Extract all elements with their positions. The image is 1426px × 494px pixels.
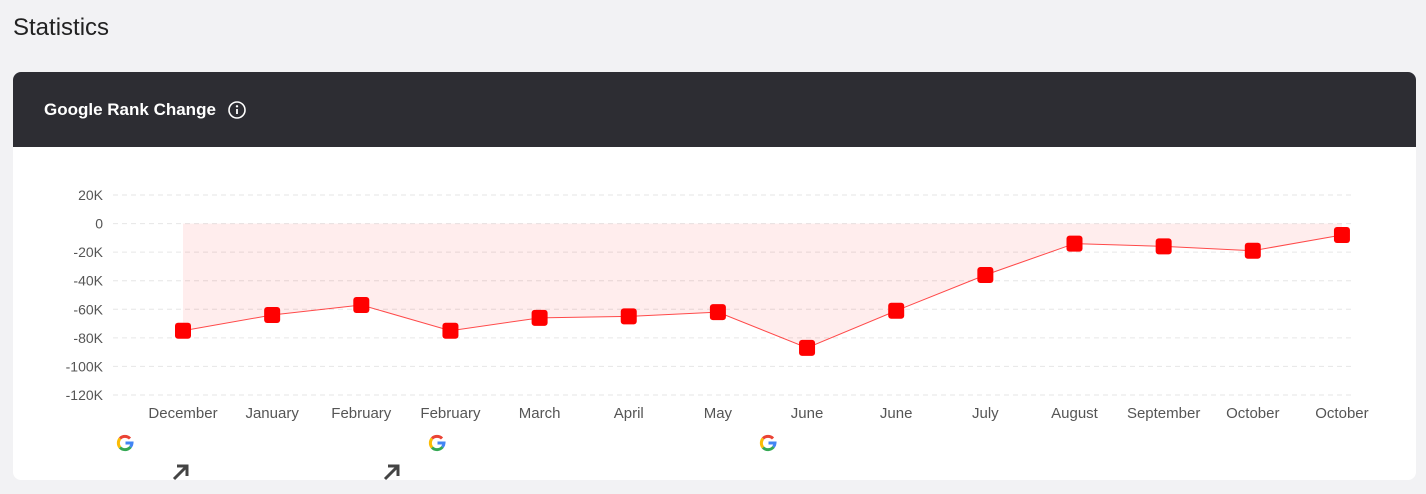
google-icon-yellow: [116, 437, 122, 449]
google-icon[interactable]: [759, 434, 777, 452]
x-tick-label: August: [1051, 405, 1099, 422]
page-title: Statistics: [13, 14, 110, 41]
google-icon-blue: [437, 441, 446, 448]
google-icon[interactable]: [428, 434, 446, 452]
arrow-icon: [383, 464, 400, 481]
marker: [888, 302, 905, 319]
google-icon-blue: [768, 441, 777, 448]
x-tick-label: June: [791, 405, 824, 422]
google-icon[interactable]: [116, 434, 134, 452]
marker: [1333, 227, 1350, 243]
google-icon-green: [430, 445, 444, 452]
info-icon[interactable]: [226, 99, 248, 121]
marker: [264, 307, 281, 323]
marker: [442, 322, 459, 339]
marker: [1244, 242, 1261, 259]
area: [183, 223, 1342, 348]
y-tick-label: -40K: [73, 273, 103, 289]
x-tick-label: April: [614, 405, 644, 422]
x-tick-label: March: [519, 405, 561, 422]
y-tick-label: -80K: [73, 330, 103, 346]
x-tick-label: June: [880, 405, 913, 422]
google-icon-yellow: [428, 437, 434, 449]
y-tick-label: -60K: [73, 301, 103, 317]
google-icon-green: [118, 445, 132, 452]
x-tick-label: September: [1127, 405, 1200, 422]
x-tick-label: May: [704, 405, 733, 422]
marker: [1066, 235, 1083, 252]
x-tick-label: October: [1226, 405, 1279, 422]
google-icon-red: [761, 434, 775, 440]
card: Google Rank Change: [13, 72, 1416, 480]
google-icon-green: [761, 445, 775, 452]
arrow-icon: [172, 464, 189, 481]
x-tick-label: February: [420, 405, 481, 422]
y-tick-label: -100K: [66, 358, 104, 374]
y-tick-label: 20K: [78, 187, 104, 203]
arrow-shape: [383, 464, 400, 481]
x-tick-label: January: [245, 405, 299, 422]
x-tick-label: February: [331, 405, 392, 422]
y-tick-label: -20K: [73, 244, 103, 260]
marker: [175, 322, 191, 339]
marker: [1155, 238, 1172, 255]
x-tick-label: December: [148, 405, 217, 422]
google-icon-yellow: [759, 437, 765, 449]
marker: [531, 309, 548, 326]
google-icon-blue: [125, 441, 134, 448]
marker: [799, 339, 816, 356]
marker: [709, 304, 726, 321]
marker: [353, 297, 370, 313]
google-icon-red: [118, 434, 132, 440]
y-tick-label: 0: [95, 216, 103, 232]
line: [182, 234, 1343, 349]
y-tick-label: -120K: [66, 387, 104, 403]
card-title: Google Rank Change: [44, 99, 216, 119]
card-header: Google Rank Change: [13, 72, 1416, 147]
x-tick-label: July: [972, 405, 999, 422]
x-tick-label: October: [1315, 405, 1368, 422]
arrow-shape: [172, 464, 189, 481]
marker: [977, 267, 994, 283]
google-icon-red: [430, 434, 444, 440]
marker: [620, 308, 637, 325]
